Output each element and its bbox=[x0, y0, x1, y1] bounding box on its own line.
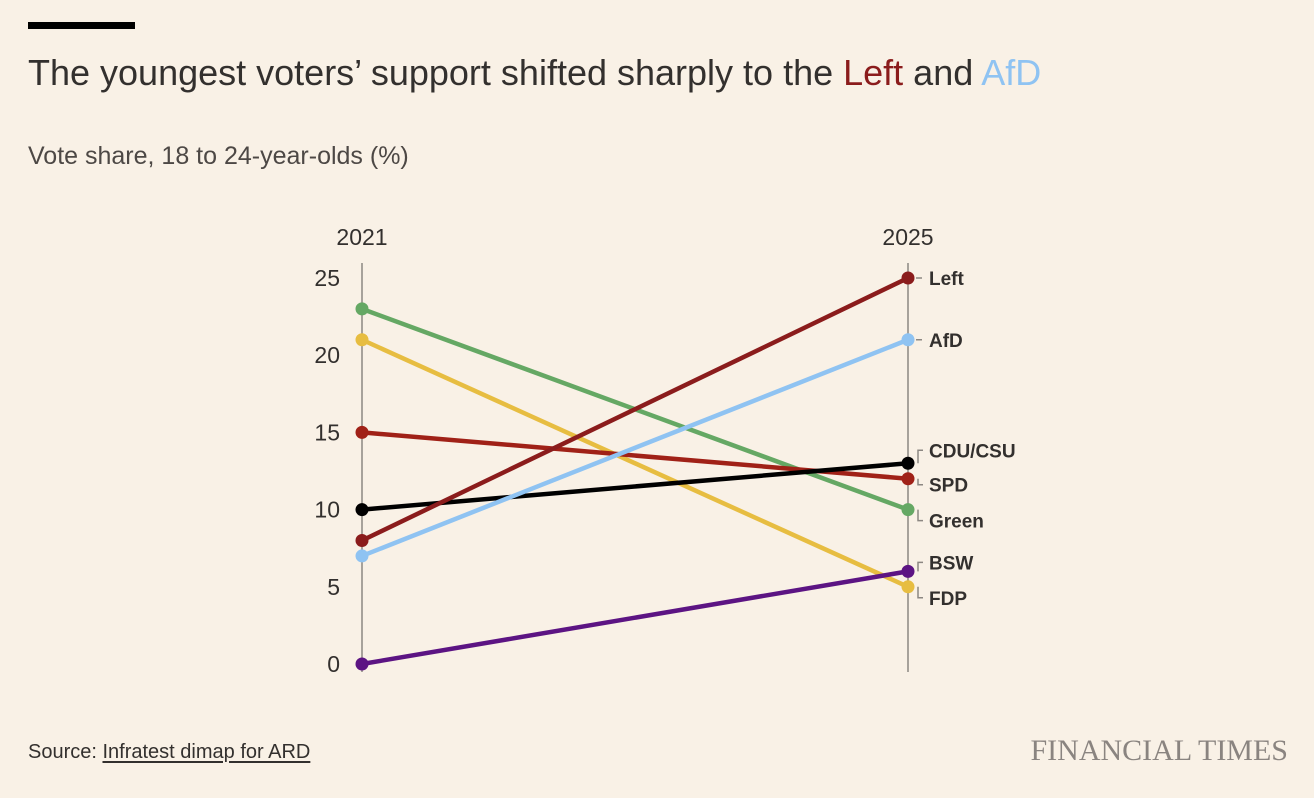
series-line-cdu-csu bbox=[359, 461, 911, 512]
point-bsw-2025 bbox=[901, 564, 915, 578]
point-afd-2025 bbox=[901, 333, 915, 347]
source-line: Source: Infratest dimap for ARD bbox=[28, 738, 310, 766]
y-tick-15: 15 bbox=[314, 419, 340, 445]
ft-logo: FINANCIAL TIMES bbox=[1030, 734, 1288, 767]
point-fdp-2025 bbox=[901, 580, 915, 594]
source-link[interactable]: Infratest dimap for ARD bbox=[102, 741, 311, 763]
label-connector-spd bbox=[917, 478, 923, 486]
point-spd-2025 bbox=[901, 472, 915, 486]
x-label-2021: 2021 bbox=[336, 224, 387, 250]
point-cdu-csu-2021 bbox=[355, 503, 369, 517]
series-label-fdp: FDP bbox=[929, 589, 967, 610]
point-green-2025 bbox=[901, 503, 915, 517]
series-label-spd: SPD bbox=[929, 476, 968, 497]
point-left-2021 bbox=[355, 533, 369, 547]
point-afd-2021 bbox=[355, 549, 369, 563]
series-label-left: Left bbox=[929, 269, 965, 290]
title-left-highlight: Left bbox=[843, 52, 904, 93]
x-label-2025: 2025 bbox=[882, 224, 933, 250]
y-tick-0: 0 bbox=[327, 651, 340, 677]
chart-title: The youngest voters’ support shifted sha… bbox=[28, 50, 1041, 96]
point-cdu-csu-2025 bbox=[901, 456, 915, 470]
series-line-fdp bbox=[359, 337, 911, 590]
point-green-2021 bbox=[355, 302, 369, 316]
label-connector-fdp bbox=[917, 586, 923, 599]
point-spd-2021 bbox=[355, 425, 369, 439]
title-afd-highlight: AfD bbox=[981, 52, 1042, 93]
y-tick-5: 5 bbox=[327, 574, 340, 600]
chart-subtitle: Vote share, 18 to 24-year-olds (%) bbox=[28, 142, 409, 170]
series-label-afd: AfD bbox=[929, 331, 963, 352]
series-label-green: Green bbox=[929, 512, 984, 533]
title-prefix: The youngest voters’ support shifted sha… bbox=[28, 52, 844, 93]
y-tick-10: 10 bbox=[314, 497, 340, 523]
series-label-cdu-csu: CDU/CSU bbox=[929, 441, 1016, 462]
source-label: Source: bbox=[28, 741, 103, 763]
top-rule bbox=[28, 22, 135, 29]
label-connector-green bbox=[917, 509, 923, 522]
point-left-2025 bbox=[901, 271, 915, 285]
series-line-left bbox=[359, 275, 911, 543]
point-bsw-2021 bbox=[355, 657, 369, 671]
label-connector-bsw bbox=[917, 561, 923, 572]
series-line-bsw bbox=[359, 569, 911, 667]
title-and: and bbox=[903, 52, 982, 93]
label-connector-cdu-csu bbox=[917, 449, 923, 464]
point-fdp-2021 bbox=[355, 333, 369, 347]
y-tick-20: 20 bbox=[314, 342, 340, 368]
series-label-bsw: BSW bbox=[929, 553, 973, 574]
series-line-afd bbox=[359, 337, 911, 559]
y-tick-25: 25 bbox=[314, 265, 340, 291]
